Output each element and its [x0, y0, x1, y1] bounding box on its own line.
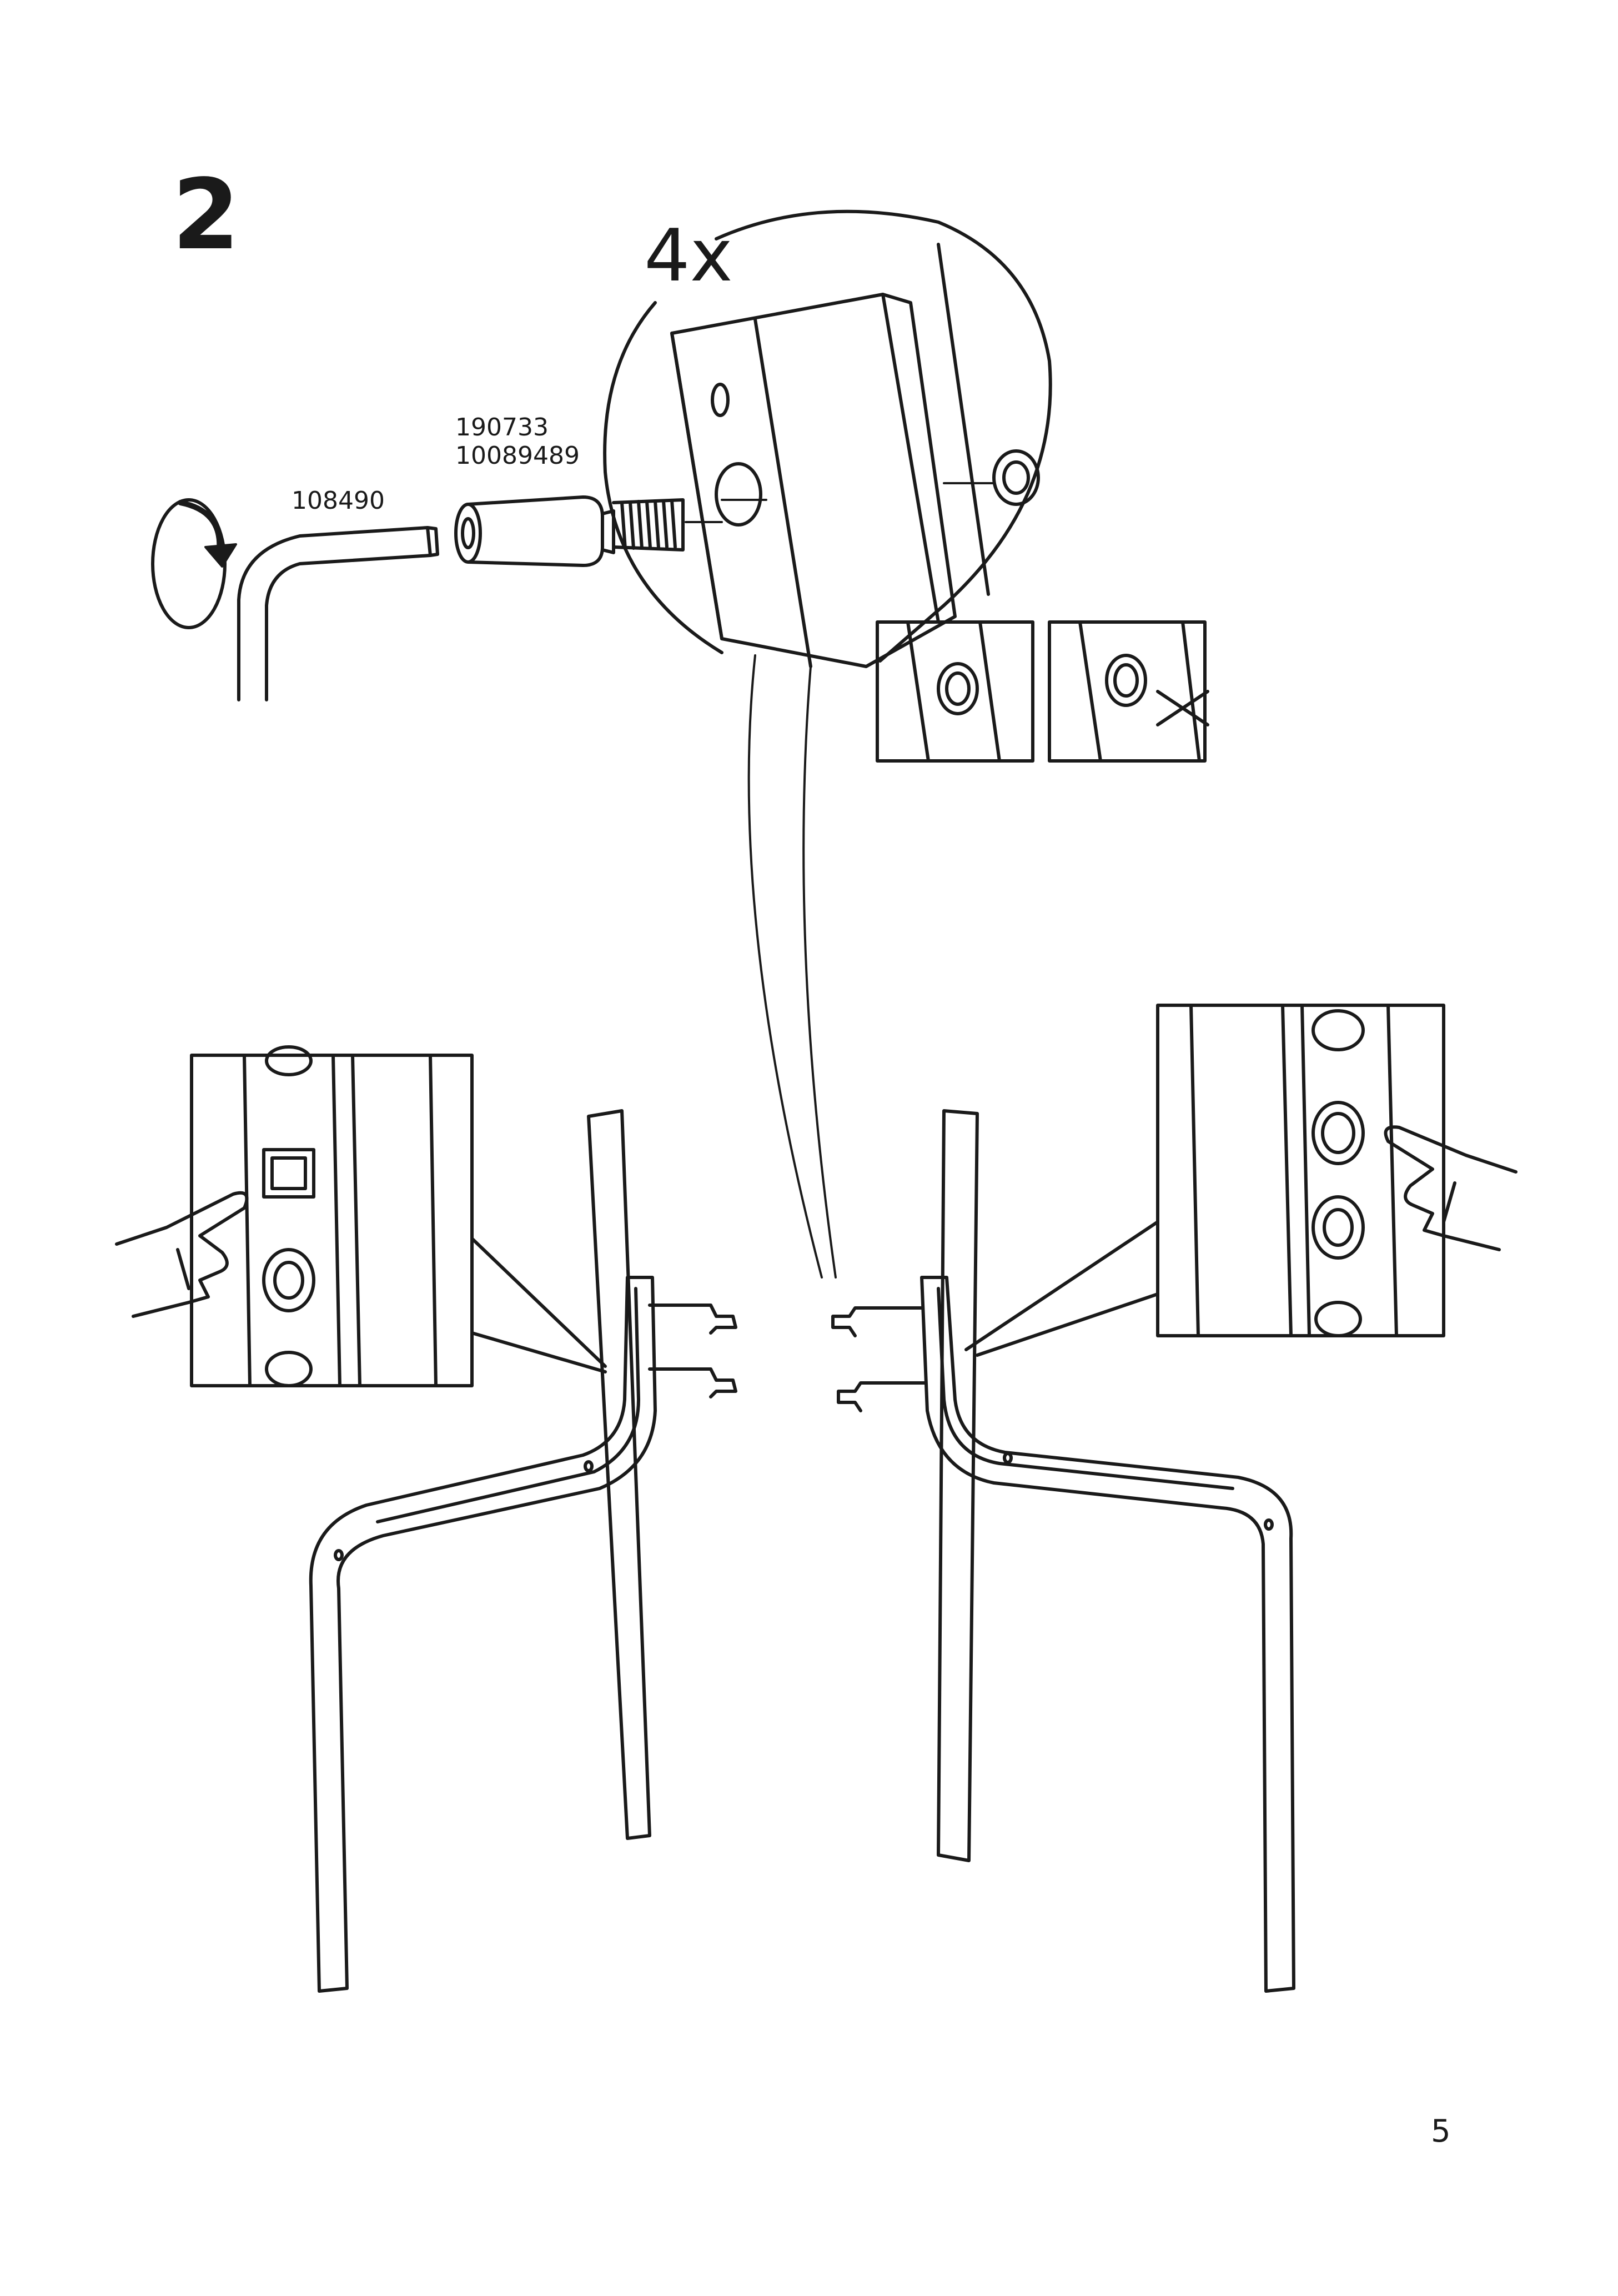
- insert-part-numbers: 190733 10089489: [455, 413, 580, 470]
- correct-fit-panel: [876, 620, 1034, 763]
- rotate-arrow-icon: [151, 498, 237, 629]
- right-leg-frame: [920, 1109, 1295, 1993]
- allen-key-icon: [237, 526, 439, 701]
- wrong-fit-panel: [1048, 620, 1209, 763]
- allen-key-part-number: 108490: [292, 487, 385, 515]
- left-detail-inset: [190, 1045, 607, 1387]
- insert-part-id-1: 190733: [455, 413, 549, 442]
- quantity-label: 4x: [644, 213, 733, 298]
- step-number: 2: [172, 159, 240, 272]
- page-number: 5: [1431, 2113, 1451, 2149]
- left-leg-frame: [309, 1109, 657, 1993]
- pointing-hand-icon: [115, 1191, 249, 1318]
- pointing-hand-icon-right: [1384, 1125, 1517, 1251]
- right-bolts: [831, 1306, 926, 1412]
- insert-nut-icon: [454, 495, 723, 567]
- cross-icon: [1156, 690, 1209, 726]
- insert-part-id-2: 10089489: [455, 441, 580, 470]
- left-bolts: [648, 1304, 737, 1398]
- zoom-circle: [603, 209, 1052, 1279]
- right-detail-inset: [964, 1004, 1445, 1357]
